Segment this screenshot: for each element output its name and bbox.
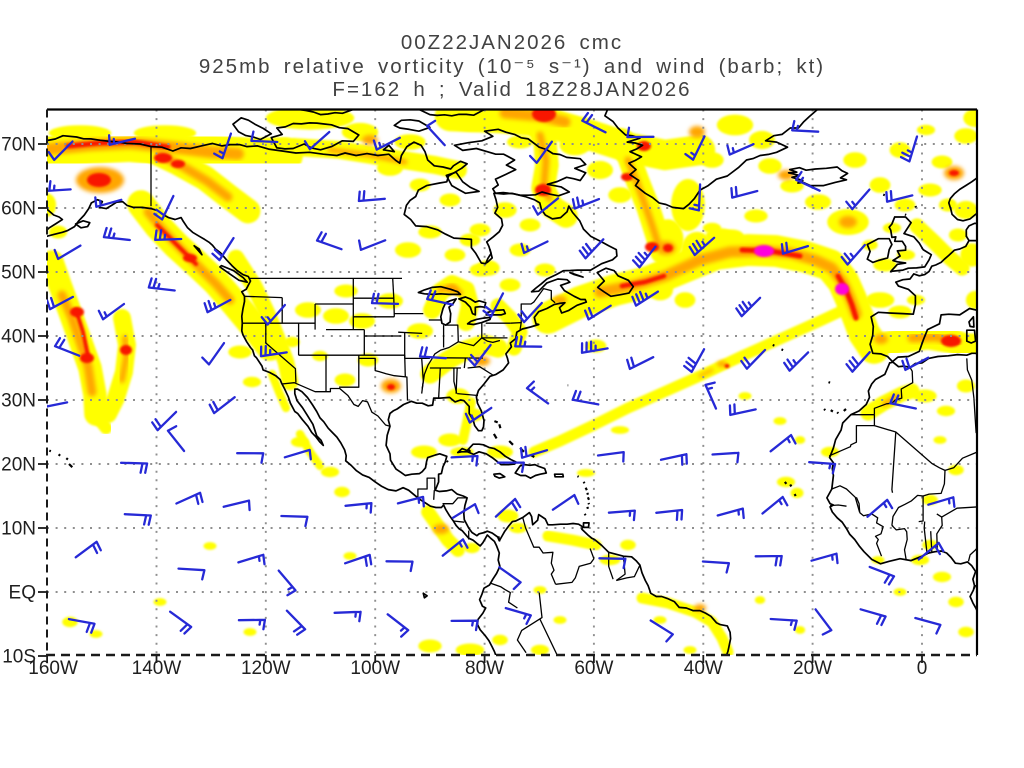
svg-text:70N: 70N (1, 135, 36, 156)
svg-text:50N: 50N (1, 263, 36, 284)
svg-text:30N: 30N (1, 391, 36, 412)
svg-text:20W: 20W (793, 658, 832, 679)
svg-text:00Z22JAN2026 cmc: 00Z22JAN2026 cmc (401, 31, 623, 54)
svg-text:F=162 h ; Valid 18Z28JAN20: F=162 h ; Valid 18Z28JAN2026 (332, 78, 691, 101)
svg-text:925mb relative vorticity (1: 925mb relative vorticity (10⁻⁵ s⁻¹) and … (199, 55, 825, 78)
svg-text:0: 0 (917, 658, 928, 679)
svg-text:20N: 20N (1, 455, 36, 476)
svg-text:10S: 10S (2, 647, 36, 668)
svg-text:40N: 40N (1, 327, 36, 348)
svg-text:80W: 80W (465, 658, 504, 679)
svg-text:120W: 120W (241, 658, 291, 679)
svg-text:60N: 60N (1, 199, 36, 220)
svg-text:10N: 10N (1, 519, 36, 540)
svg-text:140W: 140W (132, 658, 182, 679)
svg-text:EQ: EQ (9, 583, 36, 604)
svg-text:60W: 60W (574, 658, 613, 679)
svg-text:160W: 160W (28, 658, 78, 679)
svg-text:40W: 40W (684, 658, 723, 679)
svg-text:100W: 100W (350, 658, 400, 679)
